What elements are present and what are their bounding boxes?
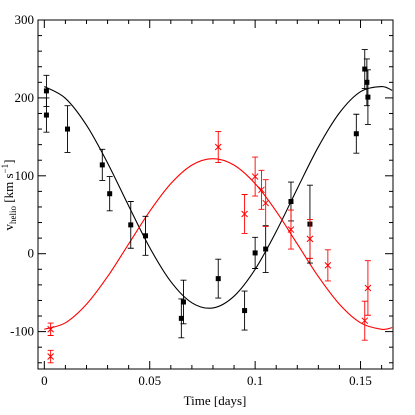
- point: [251, 173, 259, 180]
- point: [178, 315, 184, 321]
- x-tick-label: 0.05: [138, 373, 161, 388]
- point: [128, 222, 134, 228]
- point: [365, 94, 371, 100]
- x-tick-label: 0: [41, 373, 48, 388]
- point: [287, 226, 295, 233]
- point: [353, 131, 359, 137]
- point: [306, 235, 314, 243]
- point: [258, 186, 265, 194]
- y-tick-label: 100: [15, 168, 35, 183]
- fit-curve: [44, 158, 393, 330]
- point: [43, 112, 49, 118]
- point: [263, 246, 269, 252]
- y-tick-label: 300: [15, 12, 35, 27]
- point: [143, 233, 149, 239]
- point: [242, 308, 248, 314]
- y-label-part: ]: [1, 160, 16, 164]
- point: [215, 276, 221, 282]
- y-axis-label: vhelio [km s−1]: [0, 160, 18, 231]
- y-label-part: [km s: [1, 173, 16, 206]
- x-tick-label: 0.15: [349, 373, 372, 388]
- point: [262, 199, 270, 207]
- point: [99, 162, 105, 168]
- point: [288, 199, 294, 205]
- point: [107, 191, 113, 197]
- point: [364, 284, 372, 292]
- y-tick-label: 0: [28, 246, 35, 261]
- point: [362, 66, 368, 72]
- point: [47, 353, 55, 360]
- point: [43, 88, 49, 94]
- y-label-sub: helio: [8, 205, 18, 223]
- y-tick-label: -100: [10, 324, 34, 339]
- point: [241, 210, 248, 218]
- point: [364, 79, 370, 85]
- point: [180, 299, 186, 305]
- x-tick-label: 0.1: [247, 373, 263, 388]
- point: [214, 143, 222, 151]
- y-label-part: v: [1, 223, 16, 230]
- y-label-sup: −1: [0, 164, 10, 174]
- point: [252, 250, 258, 256]
- point: [324, 262, 332, 269]
- plot-frame: [37, 19, 394, 370]
- fit-curve: [44, 85, 393, 309]
- point: [47, 325, 55, 333]
- point: [65, 126, 71, 132]
- y-tick-label: 200: [15, 90, 35, 105]
- x-axis-label: Time [days]: [184, 393, 247, 408]
- point: [361, 317, 369, 325]
